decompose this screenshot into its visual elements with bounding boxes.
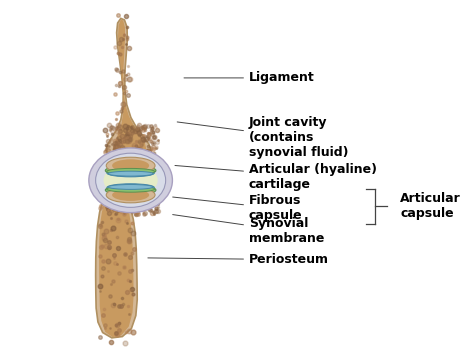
Ellipse shape: [107, 169, 155, 177]
Ellipse shape: [105, 185, 156, 195]
Polygon shape: [106, 18, 152, 163]
Polygon shape: [99, 191, 146, 337]
Ellipse shape: [108, 171, 153, 176]
Ellipse shape: [112, 189, 149, 201]
Text: Synovial
membrane: Synovial membrane: [173, 214, 324, 245]
Ellipse shape: [105, 165, 156, 176]
Polygon shape: [96, 189, 154, 338]
Text: Joint cavity
(contains
synovial fluid): Joint cavity (contains synovial fluid): [177, 116, 348, 159]
Text: Ligament: Ligament: [184, 71, 315, 84]
Ellipse shape: [89, 148, 173, 213]
Polygon shape: [113, 20, 146, 160]
Text: Periosteum: Periosteum: [148, 253, 329, 266]
Ellipse shape: [106, 187, 155, 203]
Ellipse shape: [112, 159, 149, 172]
Text: Articular (hyaline)
cartilage: Articular (hyaline) cartilage: [175, 163, 377, 191]
Text: Articular
capsule: Articular capsule: [401, 192, 461, 220]
Ellipse shape: [107, 186, 155, 192]
Ellipse shape: [108, 185, 153, 189]
Ellipse shape: [107, 184, 155, 191]
Ellipse shape: [106, 157, 155, 174]
Text: Fibrous
capsule: Fibrous capsule: [173, 194, 302, 222]
Ellipse shape: [96, 153, 165, 207]
Ellipse shape: [103, 164, 158, 197]
Ellipse shape: [107, 168, 155, 175]
